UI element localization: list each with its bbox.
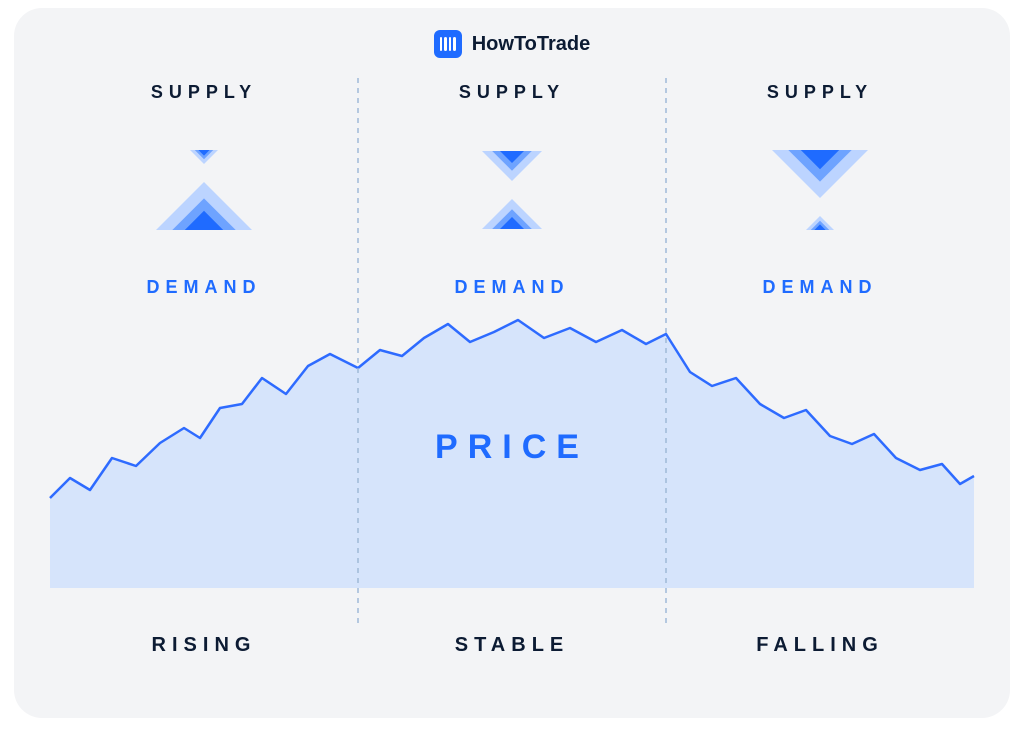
brand-header: HowToTrade — [14, 30, 1010, 58]
triangle-stack — [772, 111, 868, 269]
column-rising: SUPPLY DEMAND — [50, 78, 358, 298]
demand-triangle-icon — [482, 199, 542, 229]
demand-triangle-icon — [156, 182, 252, 230]
supply-triangle-icon — [772, 150, 868, 198]
demand-label: DEMAND — [147, 277, 262, 298]
triangle-stack — [482, 111, 542, 269]
brand-icon — [434, 30, 462, 58]
price-label: PRICE — [14, 428, 1010, 467]
phase-label-rising: RISING — [50, 634, 358, 657]
triangle-stack — [156, 111, 252, 269]
supply-label: SUPPLY — [459, 82, 565, 103]
supply-demand-columns: SUPPLY DEMAND SUPPLY DEMAND SUPPLY DEMAN… — [50, 78, 974, 298]
demand-triangle-icon — [806, 216, 834, 230]
column-stable: SUPPLY DEMAND — [358, 78, 666, 298]
supply-label: SUPPLY — [151, 82, 257, 103]
column-falling: SUPPLY DEMAND — [666, 78, 974, 298]
phase-labels-row: RISING STABLE FALLING — [50, 634, 974, 657]
phase-label-stable: STABLE — [358, 634, 666, 657]
brand-text: HowToTrade — [472, 33, 591, 56]
supply-triangle-icon — [482, 151, 542, 181]
phase-label-falling: FALLING — [666, 634, 974, 657]
supply-label: SUPPLY — [767, 82, 873, 103]
supply-triangle-icon — [190, 150, 218, 164]
demand-label: DEMAND — [455, 277, 570, 298]
demand-label: DEMAND — [763, 277, 878, 298]
infographic-card: HowToTrade SUPPLY DEMAND SUPPLY DEMAND S… — [14, 8, 1010, 718]
